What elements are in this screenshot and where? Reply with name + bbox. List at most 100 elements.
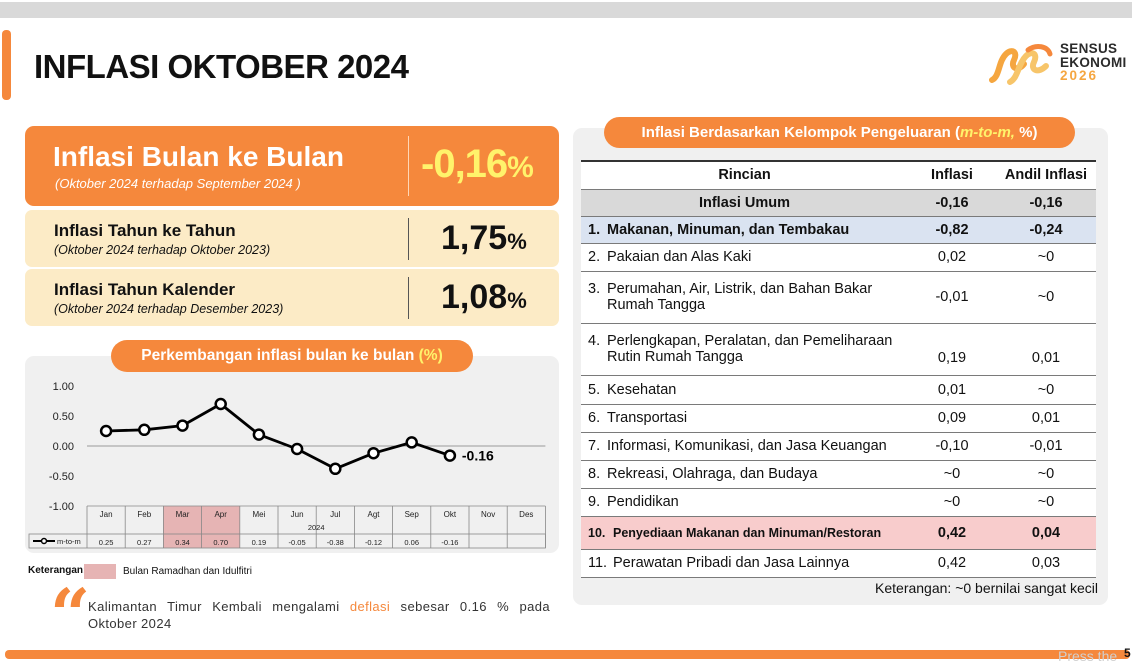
x-tick-label: Feb (137, 510, 151, 519)
ytd-number: 1,08 (441, 278, 508, 316)
row-andil: 0,03 (996, 549, 1096, 578)
data-table-value: 0.25 (99, 538, 114, 547)
data-table-value: -0.05 (289, 538, 306, 547)
row-label-line-1: Perumahan, Air, Listrik, dan Bahan Bakar (607, 281, 873, 297)
chart-title-main: Perkembangan inflasi bulan ke bulan (141, 347, 419, 364)
row-label-text: Transportasi (607, 410, 688, 426)
row-number: 2. (588, 249, 601, 265)
row-name: 6. Transportasi (581, 404, 908, 433)
x-tick-label: Jan (100, 510, 113, 519)
inflation-group-table: Rincian Inflasi Andil Inflasi Inflasi Um… (581, 160, 1096, 578)
data-point (176, 419, 189, 432)
y-tick-label: 1.00 (53, 381, 74, 393)
row-inflasi: ~0 (908, 460, 996, 489)
legend-swatch (84, 564, 116, 579)
table-title: Inflasi Berdasarkan Kelompok Pengeluaran… (604, 117, 1075, 148)
row-andil: 0,01 (996, 404, 1096, 433)
x-tick-label: Jul (330, 510, 340, 519)
x-year-label: 2024 (308, 523, 325, 532)
data-table-value: -0.16 (441, 538, 458, 547)
inflation-ytd-card: Inflasi Tahun Kalender (Oktober 2024 ter… (25, 269, 559, 326)
top-bar (0, 2, 1132, 18)
table-title-italic: m-to-m, (959, 124, 1015, 141)
series-line (106, 402, 451, 471)
data-table-value: 0.70 (213, 538, 228, 547)
logo-line-1: SENSUS (1060, 41, 1118, 56)
header-rincian: Rincian (581, 160, 908, 190)
row-inflasi: -0,10 (908, 432, 996, 461)
chart-title: Perkembangan inflasi bulan ke bulan (%) (111, 340, 473, 372)
quote-before: Kalimantan Timur Kembali mengalami (88, 599, 350, 614)
x-tick-label: Sep (405, 510, 420, 519)
data-point (367, 446, 380, 460)
row-number: 10. (588, 525, 606, 540)
sensus-ekonomi-logo: SENSUS EKONOMI 2026 (988, 40, 1128, 90)
legend-text: Bulan Ramadhan dan Idulfitri (123, 566, 252, 577)
row-label-text: Informasi, Komunikasi, dan Jasa Keuangan (607, 438, 887, 454)
data-table-value: -0.12 (365, 538, 382, 547)
chart-title-unit: (%) (418, 347, 443, 364)
table-title-end: %) (1014, 124, 1038, 141)
mtm-title: Inflasi Bulan ke Bulan (53, 141, 344, 172)
data-point (99, 424, 113, 438)
table-header-row: Rincian Inflasi Andil Inflasi (581, 160, 1096, 190)
table-row: 7. Informasi, Komunikasi, dan Jasa Keuang… (581, 432, 1096, 461)
data-point (329, 462, 342, 476)
y-tick-label: -0.50 (49, 471, 74, 483)
x-tick-label: Agt (367, 510, 380, 519)
series-legend-label: m-to-m (57, 537, 81, 546)
end-value-label: -0.16 (462, 448, 494, 464)
y-tick-label: -1.00 (49, 501, 74, 513)
row-label-text: Penyediaan Makanan dan Minuman/Restoran (613, 525, 882, 540)
page-title: INFLASI OKTOBER 2024 (34, 48, 409, 85)
row-inflasi: 0,42 (908, 516, 996, 550)
row-andil: -0,24 (996, 216, 1096, 244)
row-number: 5. (588, 381, 601, 398)
row-name: 10. Penyediaan Makanan dan Minuman/Restor… (581, 516, 908, 550)
row-inflasi: 0,19 (908, 323, 996, 376)
table-row: 10. Penyediaan Makanan dan Minuman/Restor… (581, 516, 1096, 550)
row-andil: ~0 (996, 460, 1096, 489)
card-divider (408, 277, 409, 319)
x-tick-label: Okt (444, 510, 457, 519)
table-row: 4. Perlengkapan, Peralatan, dan Pemelihar… (581, 323, 1096, 376)
table-note: Keterangan: ~0 bernilai sangat kecil (875, 580, 1098, 596)
umum-name: Inflasi Umum (581, 189, 908, 217)
ramadhan-highlight (201, 506, 240, 548)
data-point (405, 436, 418, 449)
data-point (214, 397, 227, 411)
row-label-text: Perawatan Pribadi dan Jasa Lainnya (613, 555, 850, 571)
row-name: 4. Perlengkapan, Peralatan, dan Pemelihar… (581, 323, 908, 376)
row-name: 7. Informasi, Komunikasi, dan Jasa Keuang… (581, 432, 908, 461)
yoy-unit: % (507, 229, 527, 254)
x-tick-label: Apr (214, 510, 227, 519)
quote-icon: “ (50, 573, 91, 656)
quote-text: Kalimantan Timur Kembali mengalami defla… (88, 598, 550, 632)
row-name: 2. Pakaian dan Alas Kaki (581, 243, 908, 272)
row-inflasi: 0,42 (908, 549, 996, 578)
row-label-line-2: Rutin Rumah Tangga (607, 349, 743, 365)
data-point (138, 423, 151, 437)
row-number: 7. (588, 438, 601, 454)
y-tick-label: 0.00 (53, 441, 74, 453)
row-name: 1. Makanan, Minuman, dan Tembakau (581, 216, 908, 244)
logo-text: SENSUS EKONOMI 2026 (1060, 42, 1127, 83)
x-tick-label: Jun (291, 510, 304, 519)
series-legend-marker (40, 537, 48, 545)
row-number: 4. (588, 333, 601, 349)
row-label-text: Makanan, Minuman, dan Tembakau (607, 221, 850, 238)
row-label-text: Kesehatan (607, 381, 677, 398)
row-andil: ~0 (996, 375, 1096, 405)
header-inflasi: Inflasi (908, 160, 996, 190)
data-point (252, 428, 266, 441)
row-label-text: Perlengkapan, Peralatan, dan Pemeliharaa… (607, 333, 892, 365)
row-number: 1. (588, 221, 601, 238)
data-table-value: 0.27 (137, 538, 152, 547)
page-number: 5 (1124, 646, 1131, 660)
row-label-line-1: Perlengkapan, Peralatan, dan Pemeliharaa… (607, 333, 893, 349)
yoy-number: 1,75 (441, 219, 508, 257)
row-number: 8. (588, 466, 601, 482)
data-table-value: -0.38 (327, 538, 344, 547)
data-table-value: 0.19 (252, 538, 267, 547)
row-inflasi: 0,02 (908, 243, 996, 272)
